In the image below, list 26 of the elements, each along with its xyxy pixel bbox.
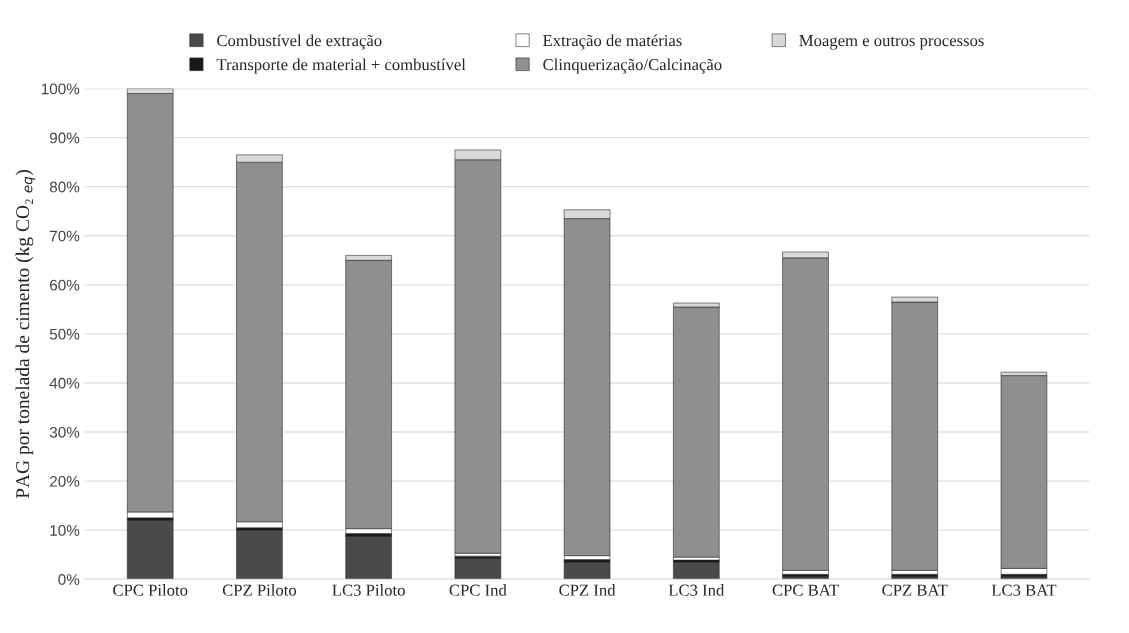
y-tick-label: 100% bbox=[41, 83, 80, 95]
y-tick-label: 70% bbox=[50, 230, 80, 242]
x-tick-label: LC3 Ind bbox=[668, 584, 725, 596]
x-tick-label: LC3 BAT bbox=[991, 584, 1057, 596]
y-tick-label: 60% bbox=[50, 279, 80, 291]
legend-label: Combustível de extração bbox=[217, 34, 382, 50]
x-tick-label: CPZ Piloto bbox=[222, 584, 297, 596]
y-tick-label: 40% bbox=[49, 377, 80, 389]
y-tick-label: 10% bbox=[50, 525, 80, 536]
y-tick-label: 50% bbox=[49, 328, 80, 340]
y-tick-label: 0% bbox=[58, 574, 80, 585]
x-tick-label: CPZ BAT bbox=[882, 584, 948, 596]
x-tick-label: CPC BAT bbox=[772, 584, 839, 596]
x-tick-label: LC3 Piloto bbox=[332, 584, 405, 596]
x-tick-label: CPZ Ind bbox=[559, 584, 616, 596]
legend-label: Clinquerização/Calcinação bbox=[543, 58, 722, 74]
y-tick-label: 80% bbox=[49, 181, 80, 193]
y-axis-title: PAG por tonelada de cimento (kg CO₂ $_{eq}$) bbox=[15, 170, 36, 499]
legend-label: Moagem e outros processos bbox=[799, 35, 984, 50]
y-tick-label: 20% bbox=[50, 475, 80, 487]
x-tick-label: CPC Piloto bbox=[113, 584, 188, 596]
x-tick-label: CPC Ind bbox=[449, 584, 507, 596]
legend-label: Extração de matérias bbox=[543, 34, 682, 50]
y-tick-label: 90% bbox=[49, 132, 80, 144]
y-tick-label: 30% bbox=[49, 426, 80, 438]
legend-label: Transporte de material + combustível bbox=[216, 58, 466, 74]
